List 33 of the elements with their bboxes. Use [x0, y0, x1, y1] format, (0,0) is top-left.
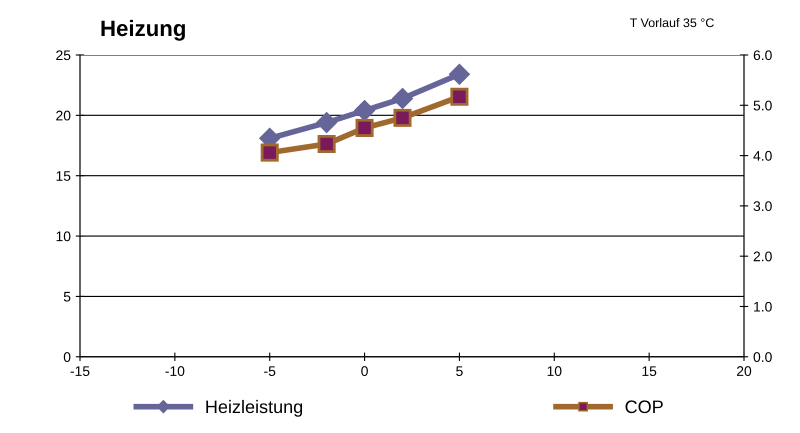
point: [450, 88, 468, 106]
point: [316, 112, 338, 134]
y2-tick-label: 6.0: [754, 50, 772, 60]
text: T Vorlauf 35 °C: [630, 18, 714, 28]
legend-label: Heizleistung: [206, 400, 302, 417]
x-tick-label: 20: [736, 366, 752, 376]
y2-tick-label: 3.0: [754, 201, 772, 212]
x-tick-label: 0: [361, 366, 368, 376]
y2-tick-label: 0.0: [754, 352, 772, 362]
x-tick-label: 15: [642, 366, 656, 376]
y-tick-label: 0: [64, 352, 70, 362]
point: [448, 64, 470, 85]
x-tick-label: -10: [165, 366, 184, 376]
y2-tick-label: 1.0: [754, 302, 772, 312]
x-tick-label: -15: [70, 366, 90, 376]
x-tick-label: -5: [264, 366, 276, 376]
chart-title: Heizung: [101, 20, 185, 41]
y2-tick-label: 4.0: [753, 150, 772, 161]
point: [318, 134, 336, 154]
x-tick-label: 10: [548, 366, 562, 376]
y-tick-label: 15: [56, 171, 70, 181]
y-tick-label: 5: [64, 292, 70, 302]
y-tick-label: 10: [56, 231, 70, 242]
point: [260, 144, 279, 162]
legend-label: COP: [626, 400, 663, 414]
point: [393, 108, 412, 127]
y-tick-label: 20: [56, 110, 70, 121]
point: [356, 118, 374, 137]
x-tick-label: 5: [456, 366, 463, 376]
point: [392, 88, 414, 109]
y-tick-label: 25: [56, 50, 70, 60]
y2-tick-label: 2.0: [754, 252, 772, 262]
y2-tick-label: 5.0: [754, 100, 772, 110]
